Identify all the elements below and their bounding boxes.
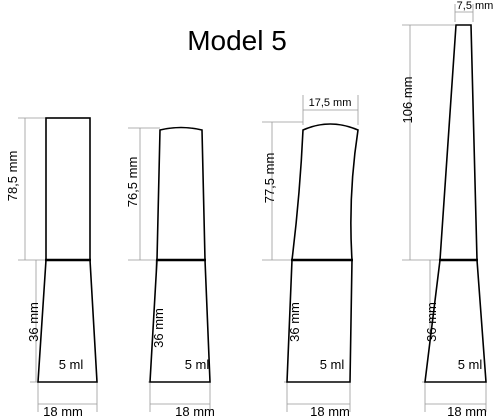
bottle: 78,5 mm 36 mm 5 ml 18 mm: [5, 117, 98, 419]
volume: 5 ml: [185, 357, 210, 372]
cap-height: 76,5 mm: [125, 157, 140, 208]
cap-height: 77,5 mm: [262, 153, 277, 204]
volume: 5 ml: [59, 357, 84, 372]
width: 18 mm: [43, 404, 83, 419]
body-height: 36 mm: [424, 302, 439, 342]
cap: [156, 126, 206, 261]
cap: [291, 123, 359, 261]
top-width: 7,5 mm: [457, 0, 494, 12]
cap-height: 78,5 mm: [5, 151, 20, 202]
dimension-lines: [402, 4, 487, 412]
width: 18 mm: [447, 404, 487, 419]
cap: [45, 117, 91, 261]
cap: [439, 24, 478, 261]
width: 18 mm: [310, 404, 350, 419]
bottle: 7,5 mm 106 mm 36 mm 5 ml 18 mm: [400, 0, 493, 419]
title: Model 5: [187, 25, 287, 56]
volume: 5 ml: [320, 357, 345, 372]
width: 18 mm: [175, 404, 215, 419]
body-height: 36 mm: [151, 308, 166, 348]
top-width: 17,5 mm: [309, 97, 352, 109]
volume: 5 ml: [458, 357, 483, 372]
cap-height: 106 mm: [400, 77, 415, 124]
body-height: 36 mm: [287, 302, 302, 342]
bottle: 76,5 mm 36 mm 5 ml 18 mm: [125, 126, 215, 419]
bottle: 17,5 mm 77,5 mm 36 mm 5 ml 18 mm: [262, 95, 359, 419]
body-height: 36 mm: [26, 302, 41, 342]
dimension-lines: [18, 117, 98, 412]
